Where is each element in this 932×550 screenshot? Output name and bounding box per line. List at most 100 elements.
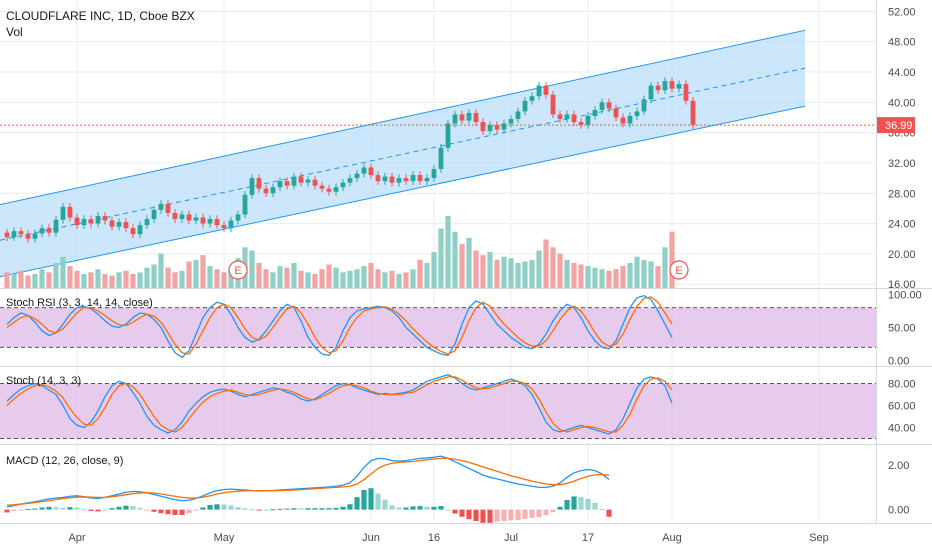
volume-bar <box>18 270 24 288</box>
candle-body <box>4 232 10 238</box>
macd-histogram-bar <box>263 509 269 511</box>
candle-body <box>151 209 157 220</box>
volume-bar <box>333 267 339 288</box>
candle-body <box>18 231 24 235</box>
macd-histogram-bar <box>403 507 409 510</box>
volume-bar <box>249 250 255 288</box>
macd-histogram-bar <box>172 509 178 515</box>
macd-histogram-bar <box>95 509 101 512</box>
candle-body <box>11 231 17 238</box>
candle-body <box>102 216 108 221</box>
macd-histogram-bar <box>123 505 129 510</box>
macd-histogram-bar <box>382 499 388 510</box>
volume-bar <box>550 247 556 288</box>
candle-body <box>123 222 129 229</box>
macd-histogram-bar <box>102 509 108 511</box>
candle-body <box>375 175 381 182</box>
volume-bar <box>508 258 514 288</box>
candle-body <box>144 219 150 226</box>
candle-body <box>417 175 423 182</box>
volume-bar <box>291 262 297 288</box>
candle-body <box>305 179 311 183</box>
candle-body <box>109 220 115 227</box>
volume-bar <box>361 266 367 288</box>
candle-body <box>438 147 444 170</box>
volume-bar <box>417 259 423 288</box>
candle-body <box>396 178 402 183</box>
candle-body <box>354 173 360 179</box>
price-axis-tick: 40.00 <box>888 97 916 109</box>
candle-body <box>564 114 570 119</box>
volume-bar <box>214 269 220 288</box>
stoch-rsi-line-k <box>6 294 673 359</box>
macd-histogram-bar <box>60 507 66 510</box>
last-price-tag <box>877 117 915 134</box>
volume-bar <box>536 250 542 288</box>
volume-bar <box>60 256 66 288</box>
candle-body <box>284 181 290 186</box>
candle-body <box>557 114 563 119</box>
time-axis <box>0 524 932 550</box>
volume-bar <box>256 262 262 288</box>
candle-body <box>473 112 479 123</box>
macd-histogram-bar <box>270 509 276 511</box>
volume-bar <box>403 272 409 288</box>
candle-body <box>494 125 500 130</box>
volume-bar <box>263 269 269 288</box>
candle-body <box>648 85 654 100</box>
candle-body <box>326 188 332 192</box>
volume-bar <box>179 270 185 288</box>
candle-body <box>459 114 465 121</box>
stoch-label: Stoch (14, 3, 3) <box>6 375 82 387</box>
candle-body <box>95 216 101 224</box>
macd-histogram-bar <box>67 507 73 510</box>
volume-bar <box>571 262 577 288</box>
candle-body <box>60 206 66 220</box>
stoch-rsi-band <box>0 307 876 348</box>
volume-bar <box>186 261 192 288</box>
macd-histogram-bar <box>298 508 304 510</box>
volume-bar <box>466 237 472 288</box>
candle-body <box>578 122 584 126</box>
candle-body <box>361 167 367 174</box>
candle-body <box>466 112 472 121</box>
time-axis-tick: 16 <box>428 532 440 544</box>
stoch-line-k <box>6 374 673 435</box>
volume-bar <box>200 255 206 288</box>
stoch-rsi-axis-tick: 100.00 <box>888 289 922 301</box>
macd-histogram-bar <box>368 488 374 510</box>
volume-bar <box>319 269 325 288</box>
time-axis-tick: May <box>214 532 235 544</box>
macd-histogram-bar <box>39 507 45 510</box>
candle-body <box>340 182 346 188</box>
candle-body <box>256 178 262 189</box>
candle-body <box>515 111 521 119</box>
macd-histogram-bar <box>494 509 500 522</box>
macd-histogram-bar <box>235 507 241 510</box>
volume-bar <box>74 270 80 288</box>
price-axis-tick: 52.00 <box>888 6 916 18</box>
macd-histogram-bar <box>452 509 458 514</box>
macd-histogram-bar <box>284 508 290 510</box>
macd-histogram-bar <box>459 509 465 517</box>
volume-bar <box>354 269 360 288</box>
macd-histogram-bar <box>81 509 87 511</box>
macd-histogram-bar <box>578 497 584 510</box>
volume-bar <box>501 256 507 288</box>
last-price-value: 36.99 <box>885 120 913 132</box>
candle-body <box>228 220 234 229</box>
macd-histogram-bar <box>340 506 346 510</box>
candle-body <box>536 85 542 97</box>
macd-histogram-bar <box>431 506 437 510</box>
candle-body <box>424 178 430 182</box>
candle-body <box>39 228 45 234</box>
volume-bar <box>564 259 570 288</box>
macd-histogram-bar <box>256 509 262 511</box>
volume-bar <box>557 253 563 288</box>
volume-bar <box>25 275 31 288</box>
candle-body <box>88 219 94 224</box>
macd-histogram-bar <box>424 506 430 510</box>
volume-bar <box>277 266 283 288</box>
candle-body <box>137 225 143 235</box>
